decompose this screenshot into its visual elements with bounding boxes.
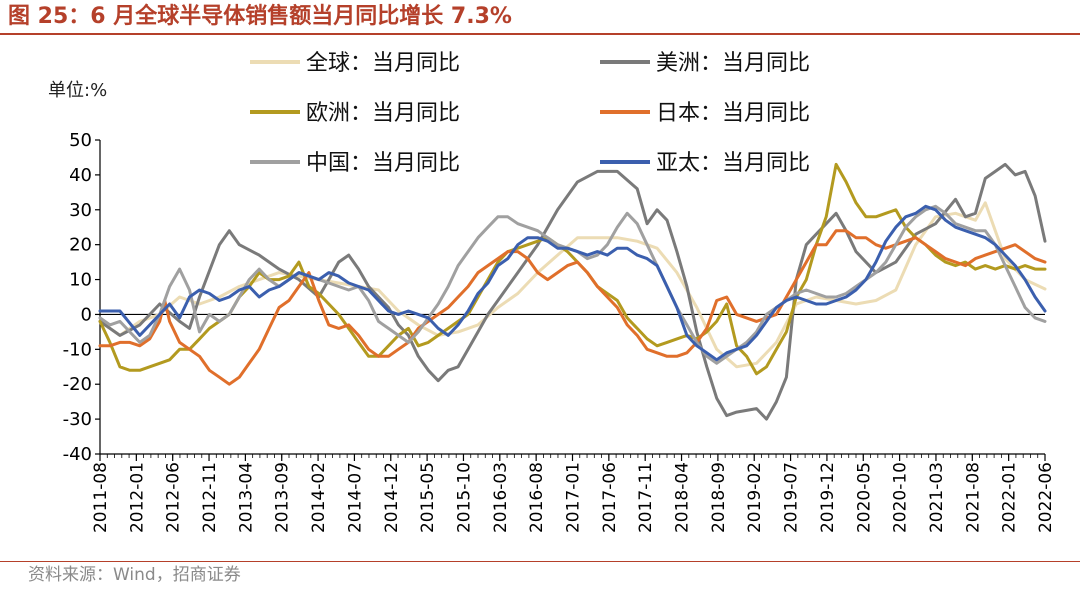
x-tick-label: 2011-08 [91, 462, 111, 533]
y-tick-label: -20 [63, 374, 92, 395]
figure-title: 图 25：6 月全球半导体销售额当月同比增长 7.3% [8, 4, 512, 29]
y-tick-label: 10 [69, 270, 92, 291]
legend-label-1: 美洲：当月同比 [656, 51, 810, 76]
legend-label-3: 日本：当月同比 [656, 101, 810, 126]
y-tick-label: 20 [69, 235, 92, 256]
x-tick-label: 2020-10 [891, 462, 911, 533]
y-tick-label: 0 [81, 304, 92, 325]
x-tick-label: 2015-10 [454, 462, 474, 533]
x-tick-label: 2016-03 [491, 462, 511, 533]
x-tick-label: 2012-06 [164, 462, 184, 533]
y-tick-label: -30 [63, 409, 92, 430]
legend-label-5: 亚太：当月同比 [656, 151, 810, 176]
title-rule [0, 33, 1080, 35]
x-tick-label: 2020-05 [854, 462, 874, 533]
y-tick-label: 50 [69, 130, 92, 151]
x-tick-label: 2017-11 [636, 462, 656, 533]
x-tick-label: 2017-06 [600, 462, 620, 533]
series-line-0 [98, 201, 1047, 369]
x-tick-label: 2019-02 [745, 462, 765, 533]
x-tick-label: 2021-03 [927, 462, 947, 533]
x-tick-label: 2016-08 [527, 462, 547, 533]
x-tick-label: 2012-01 [127, 462, 147, 533]
x-tick-label: 2014-07 [345, 462, 365, 533]
y-tick-label: 30 [69, 200, 92, 221]
x-tick-label: 2022-01 [1000, 462, 1020, 533]
x-tick-label: 2019-07 [782, 462, 802, 533]
legend-label-0: 全球：当月同比 [306, 51, 460, 76]
x-tick-label: 2013-04 [236, 462, 256, 533]
x-tick-label: 2018-04 [673, 462, 693, 533]
series-line-3 [98, 229, 1047, 386]
x-tick-label: 2012-11 [200, 462, 220, 533]
x-tick-label: 2018-09 [709, 462, 729, 533]
series-line-5 [98, 204, 1047, 362]
x-tick-label: 2013-09 [273, 462, 293, 533]
unit-label: 单位:% [48, 80, 107, 101]
x-tick-label: 2014-12 [382, 462, 402, 533]
x-tick-label: 2021-08 [963, 462, 983, 533]
x-tick-label: 2015-05 [418, 462, 438, 533]
y-tick-label: -10 [63, 339, 92, 360]
source-rule [0, 561, 1080, 562]
series-layer [98, 162, 1047, 421]
legend-label-4: 中国：当月同比 [306, 151, 460, 176]
x-tick-label: 2017-01 [564, 462, 584, 533]
series-line-2 [98, 162, 1047, 376]
y-tick-label: -40 [63, 444, 92, 465]
source-note: 资料来源：Wind，招商证券 [28, 565, 241, 585]
x-tick-label: 2019-12 [818, 462, 838, 533]
x-tick-label: 2014-02 [309, 462, 329, 533]
x-tick-label: 2022-06 [1036, 462, 1056, 533]
y-tick-label: 40 [69, 165, 92, 186]
legend-label-2: 欧洲：当月同比 [306, 101, 460, 126]
